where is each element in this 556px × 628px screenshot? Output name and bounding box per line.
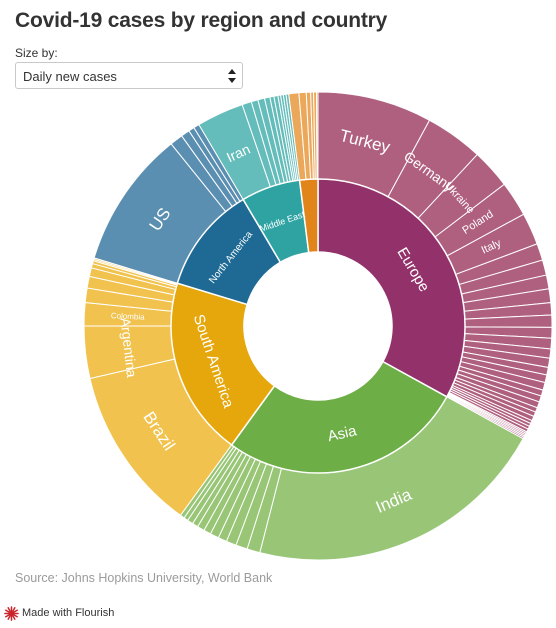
size-by-select[interactable]: Daily new cases: [15, 62, 243, 89]
region-ring: [170, 178, 466, 474]
chart-title: Covid-19 cases by region and country: [15, 9, 388, 32]
country-label-colombia: Colombia: [111, 311, 146, 322]
country-segment-africa-5[interactable]: [316, 92, 319, 180]
sunburst-chart: EuropeTurkeyGermanyUkrainePolandItalyAsi…: [83, 92, 553, 561]
region-segment-asia[interactable]: [230, 360, 448, 474]
country-label-argentina: Argentina: [117, 317, 140, 379]
region-segment-africa[interactable]: [298, 178, 319, 254]
select-updown-arrows-icon: [228, 69, 236, 83]
flourish-logo-icon: [4, 606, 19, 621]
made-with-flourish-label: Made with Flourish: [22, 607, 115, 619]
region-label-asia: Asia: [326, 422, 359, 445]
region-segment-europe[interactable]: [317, 178, 466, 398]
country-ring: [83, 92, 553, 561]
size-by-selected-value: Daily new cases: [23, 69, 117, 84]
region-segment-south-america[interactable]: [170, 282, 276, 446]
source-note: Source: Johns Hopkins University, World …: [15, 571, 273, 585]
size-by-label: Size by:: [15, 46, 58, 60]
